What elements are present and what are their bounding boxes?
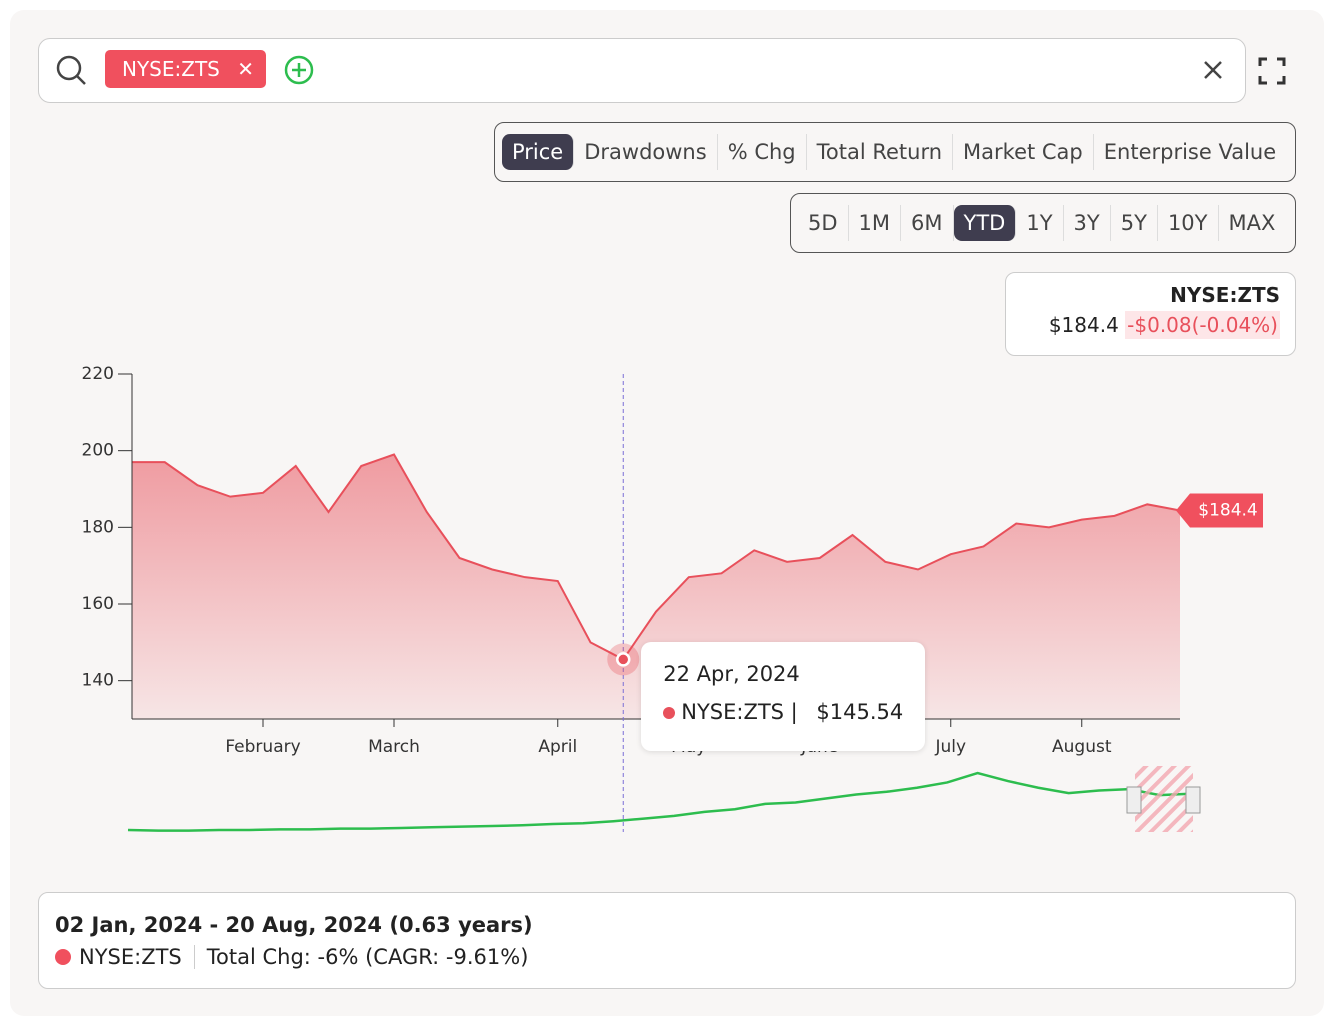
summary-stats: Total Chg: -6% (CAGR: -9.61%) (206, 945, 529, 969)
tab[interactable]: 1Y (1016, 205, 1064, 241)
tab[interactable]: 6M (901, 205, 954, 241)
tab[interactable]: 1M (849, 205, 902, 241)
navigator-selection (1135, 766, 1193, 832)
tab[interactable]: Drawdowns (574, 134, 718, 170)
search-bar[interactable]: NYSE:ZTS ✕ (38, 38, 1246, 103)
tooltip-series: NYSE:ZTS | (681, 700, 798, 725)
price-tag (1176, 493, 1263, 528)
tab[interactable]: 5D (798, 205, 849, 241)
tooltip-date: 22 Apr, 2024 (663, 662, 800, 687)
tooltip-dot (663, 707, 676, 720)
price-tag-label: $184.4 (1198, 500, 1257, 520)
x-tick-label: February (225, 737, 300, 757)
quote-change: -$0.08(-0.04%) (1125, 311, 1280, 339)
tab[interactable]: 5Y (1111, 205, 1158, 241)
add-button[interactable] (282, 53, 316, 87)
ticker-chip[interactable]: NYSE:ZTS ✕ (105, 50, 266, 88)
tab[interactable]: YTD (953, 205, 1017, 241)
navigator-handle[interactable] (1185, 786, 1201, 814)
x-tick-label: April (538, 737, 577, 757)
tooltip-value: $145.54 (816, 700, 904, 725)
y-tick-label: 160 (82, 594, 114, 614)
y-tick-label: 140 (82, 671, 114, 691)
hover-point (616, 652, 631, 667)
x-tick-label: July (934, 737, 966, 757)
navigator-handle[interactable] (1126, 786, 1142, 814)
chip-label: NYSE:ZTS (122, 57, 220, 81)
tab[interactable]: 3Y (1064, 205, 1111, 241)
y-tick-label: 220 (82, 364, 114, 384)
summary-box: 02 Jan, 2024 - 20 Aug, 2024 (0.63 years)… (38, 892, 1296, 989)
y-tick-label: 180 (82, 517, 114, 537)
quote-price: $184.4 (1048, 313, 1119, 337)
price-line (132, 453, 1181, 661)
x-tick-label: March (368, 737, 420, 757)
range-tabs: 5D 1M 6M YTD 1Y 3Y 5Y 10Y MAX (790, 193, 1296, 253)
x-tick-label: August (1052, 737, 1112, 757)
y-tick-label: 200 (82, 441, 114, 461)
legend-dot (55, 949, 71, 965)
metric-tabs: Price Drawdowns% Chg Total Return Market Ca… (494, 122, 1296, 182)
navigator-line (127, 771, 1191, 832)
tab[interactable]: Market Cap (953, 134, 1094, 170)
search-icon (56, 55, 86, 85)
quote-box: NYSE:ZTS $184.4 -$0.08(-0.04%) (1005, 272, 1296, 356)
tooltip: 22 Apr, 2024 NYSE:ZTS | $145.54 (641, 642, 926, 752)
fullscreen-button[interactable] (1257, 56, 1287, 86)
summary-period: 02 Jan, 2024 - 20 Aug, 2024 (0.63 years) (55, 913, 533, 937)
tab[interactable]: % Chg (718, 134, 807, 170)
tab[interactable]: MAX (1228, 211, 1276, 235)
tab[interactable]: 10Y (1158, 205, 1219, 241)
tab[interactable]: Price (502, 134, 575, 170)
summary-series: NYSE:ZTS (79, 945, 195, 969)
quote-symbol: NYSE:ZTS (1170, 283, 1280, 307)
tab[interactable]: Enterprise Value (1103, 140, 1277, 164)
chip-remove[interactable]: ✕ (237, 57, 254, 81)
clear-button[interactable] (1199, 56, 1229, 86)
tab[interactable]: Total Return (807, 134, 954, 170)
